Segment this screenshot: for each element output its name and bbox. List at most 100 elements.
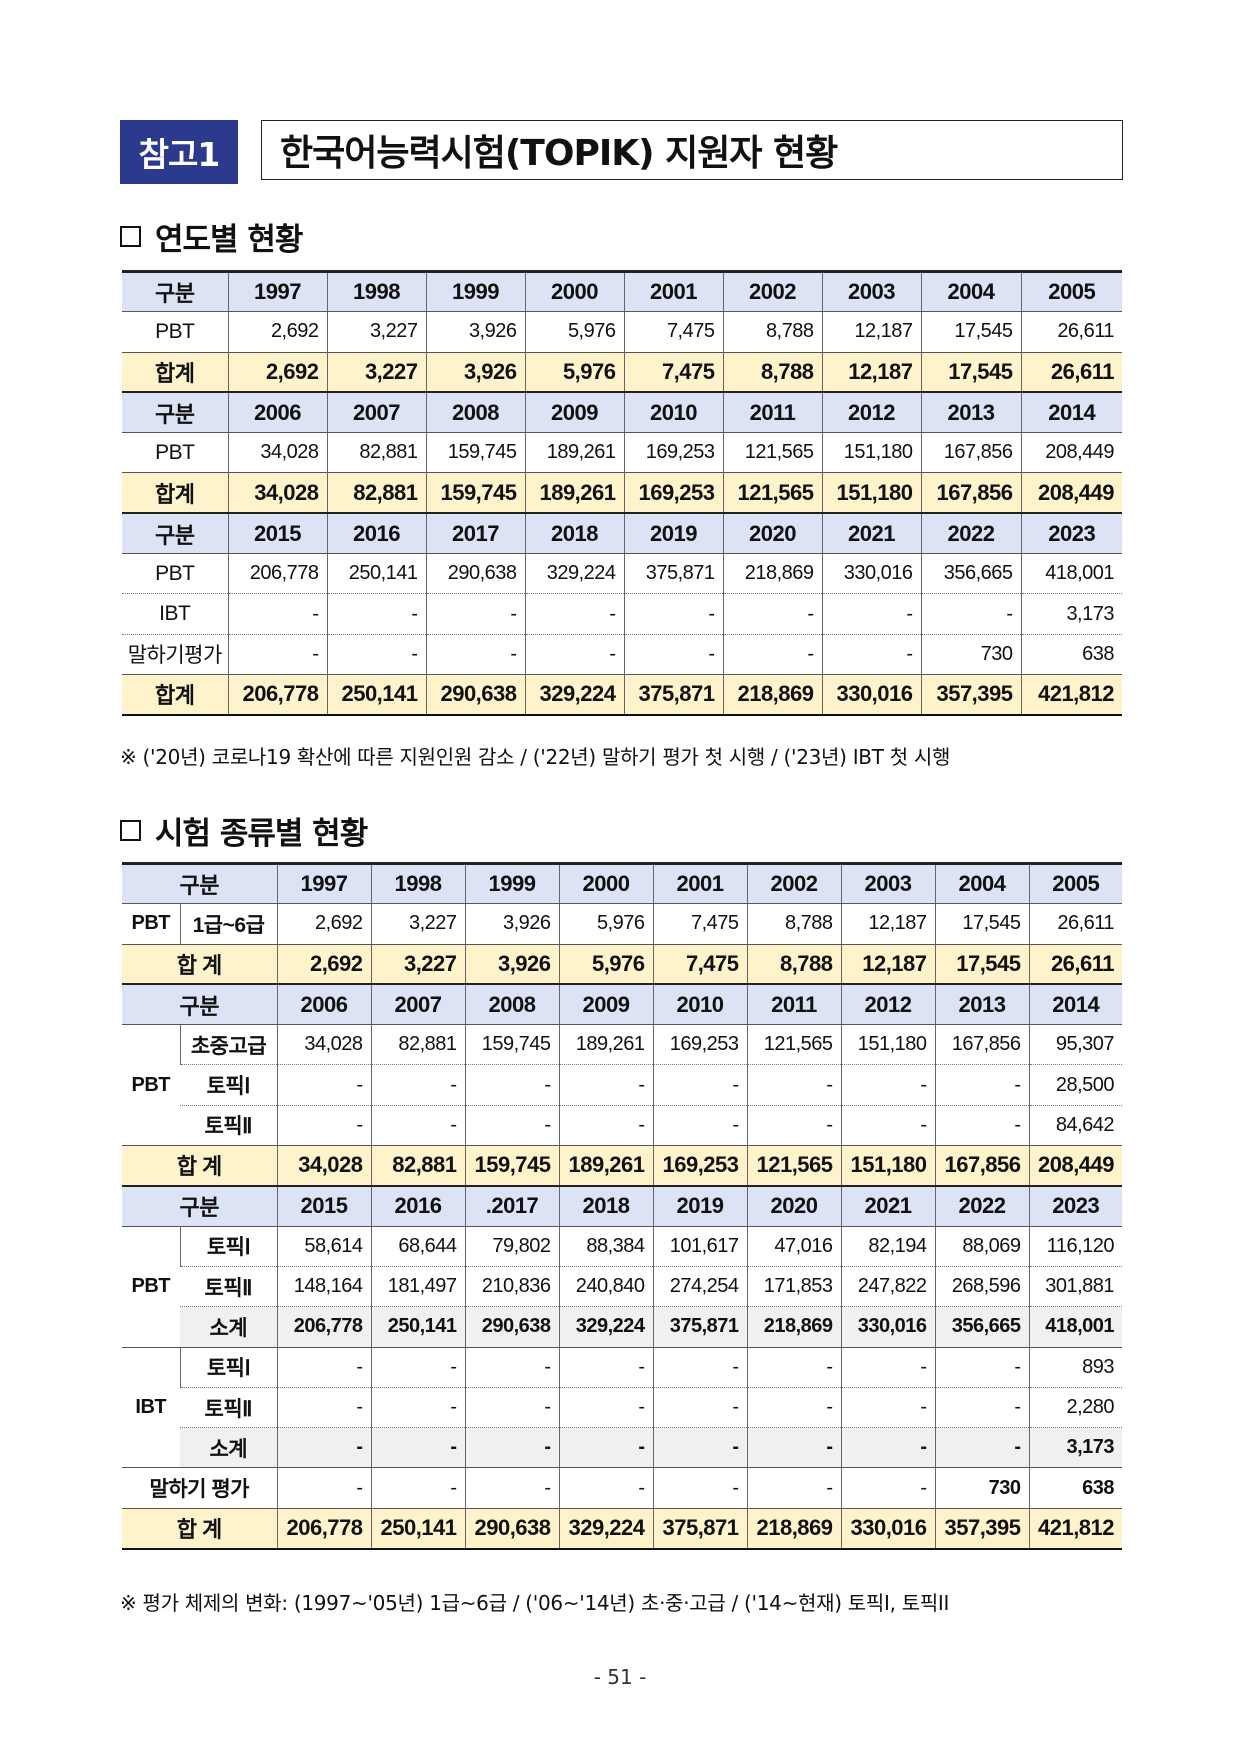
value-cell: -	[558, 1064, 654, 1106]
reference-badge: 참고1	[120, 120, 238, 184]
total-label-cell: 합 계	[122, 943, 278, 985]
total-label-cell: 합계	[122, 673, 228, 716]
total-value-cell: 2,692	[276, 943, 372, 985]
title-bar: 참고1 한국어능력시험(TOPIK) 지원자 현황	[120, 120, 1123, 184]
total-value-cell: 421,812	[1028, 1507, 1123, 1550]
value-cell: 28,500	[1028, 1064, 1123, 1106]
value-cell: 167,856	[934, 1024, 1030, 1066]
value-cell: 356,665	[920, 553, 1021, 595]
year-header-cell: 1997	[276, 861, 372, 905]
value-cell: 167,856	[920, 432, 1021, 474]
yearly-table: 구분 1997 1998 1999 2000 2001 2002 2003 2004 2005 PB…	[122, 269, 1122, 716]
value-cell: -	[840, 1427, 936, 1469]
value-cell: 2,280	[1028, 1387, 1123, 1429]
total-row: 합 계 34,028 82,881 159,745 189,261 169,253 121,…	[122, 1145, 1123, 1186]
year-header-cell: 2006	[276, 983, 372, 1026]
year-header-cell: 2022	[920, 513, 1021, 555]
speaking-label-cell: 말하기 평가	[122, 1467, 278, 1509]
value-cell: 250,141	[326, 553, 426, 595]
value-cell: 268,596	[934, 1266, 1030, 1308]
section-heading-yearly: 연도별 현황	[120, 214, 303, 259]
year-header-cell: 2016	[370, 1184, 466, 1227]
data-row: PBT 초중고급 34,028 82,881 159,745 189,261 169,253…	[122, 1024, 1123, 1147]
value-cell: 121,565	[722, 432, 822, 474]
total-row: 합계 2,692 3,227 3,926 5,976 7,475 8,788 12,187 17…	[122, 351, 1122, 394]
data-row: 토픽Ⅱ 148,164 181,497 210,836 240,840 274,254 17…	[122, 1266, 1123, 1308]
value-cell: 8,788	[722, 311, 822, 353]
group-label-cell: PBT	[122, 903, 180, 945]
total-value-cell: 189,261	[558, 1145, 654, 1186]
value-cell: 210,836	[464, 1266, 560, 1308]
value-cell: 148,164	[276, 1266, 372, 1308]
total-value-cell: 290,638	[425, 673, 525, 716]
value-cell: -	[464, 1105, 560, 1147]
total-value-cell: 3,227	[326, 351, 426, 394]
value-cell: 356,665	[934, 1306, 1030, 1348]
year-header-cell: 2002	[722, 269, 822, 313]
value-cell: 88,069	[934, 1226, 1030, 1267]
value-cell: 290,638	[425, 553, 525, 595]
value-cell: 218,869	[746, 1306, 842, 1348]
value-cell: 375,871	[623, 553, 723, 595]
total-value-cell: 34,028	[227, 472, 327, 515]
year-header-cell: 2021	[821, 513, 921, 555]
section-heading-text: 연도별 현황	[155, 222, 303, 258]
value-cell: 116,120	[1028, 1226, 1123, 1267]
year-header-cell: 2002	[746, 861, 842, 905]
total-value-cell: 26,611	[1020, 351, 1122, 394]
value-cell: -	[524, 634, 624, 675]
year-header-cell: 2014	[1020, 392, 1122, 434]
total-value-cell: 189,261	[524, 472, 624, 515]
total-value-cell: 375,871	[652, 1507, 748, 1550]
value-cell: -	[276, 1064, 372, 1106]
value-cell: -	[746, 1467, 842, 1509]
total-value-cell: 12,187	[840, 943, 936, 985]
value-cell: -	[558, 1105, 654, 1147]
value-cell: 169,253	[623, 432, 723, 474]
total-value-cell: 5,976	[558, 943, 654, 985]
type-table: 구분 1997 1998 1999 2000 2001 2002 2003 2004 2005 PB…	[122, 861, 1123, 1550]
sub-label-cell: 토픽Ⅰ	[179, 1347, 278, 1388]
total-value-cell: 330,016	[840, 1507, 936, 1550]
value-cell: 68,644	[370, 1226, 466, 1267]
year-header-cell: 2001	[652, 861, 748, 905]
value-cell: -	[227, 593, 327, 635]
value-cell: -	[746, 1347, 842, 1388]
value-cell: -	[227, 634, 327, 675]
group-label-cell: IBT	[122, 1347, 180, 1469]
total-value-cell: 121,565	[746, 1145, 842, 1186]
year-header-cell: 2013	[934, 983, 1030, 1026]
data-row: 토픽Ⅰ - - - - - - - -28,500	[122, 1064, 1123, 1106]
group-label-cell: PBT	[122, 1226, 180, 1348]
total-value-cell: 167,856	[934, 1145, 1030, 1186]
year-header-cell: 2023	[1028, 1184, 1123, 1227]
header-row: 구분 1997 1998 1999 2000 2001 2002 2003 2004 2005	[122, 269, 1122, 313]
sub-label-cell: 소계	[180, 1427, 278, 1469]
value-cell: -	[840, 1064, 936, 1106]
total-value-cell: 330,016	[821, 673, 921, 716]
year-header-cell: 2015	[227, 513, 327, 555]
year-header-cell: 2005	[1028, 861, 1123, 905]
value-cell: -	[464, 1064, 560, 1106]
value-cell: -	[464, 1427, 560, 1469]
total-value-cell: 7,475	[652, 943, 748, 985]
value-cell: -	[821, 593, 921, 635]
value-cell: 17,545	[920, 311, 1021, 353]
total-label-cell: 합계	[122, 472, 228, 515]
value-cell: 2,692	[276, 903, 372, 945]
total-value-cell: 290,638	[464, 1507, 560, 1550]
value-cell: 274,254	[652, 1266, 748, 1308]
year-header-cell: 2018	[558, 1184, 654, 1227]
value-cell: 8,788	[746, 903, 842, 945]
data-row: 말하기평가 - - - - - - -730 638	[122, 634, 1122, 675]
sub-label-cell: 토픽Ⅰ	[180, 1064, 278, 1106]
year-header-cell: 2016	[326, 513, 426, 555]
value-cell: -	[276, 1427, 372, 1469]
value-cell: 3,926	[425, 311, 525, 353]
sub-label-cell: 소계	[180, 1306, 278, 1348]
value-cell: 250,141	[370, 1306, 466, 1348]
data-row: PBT 1급~6급 2,692 3,227 3,926 5,976 7,475 8,788 12…	[122, 903, 1123, 945]
value-cell: -	[276, 1347, 372, 1388]
value-cell: 3,227	[326, 311, 426, 353]
year-header-cell: 1997	[227, 269, 327, 313]
